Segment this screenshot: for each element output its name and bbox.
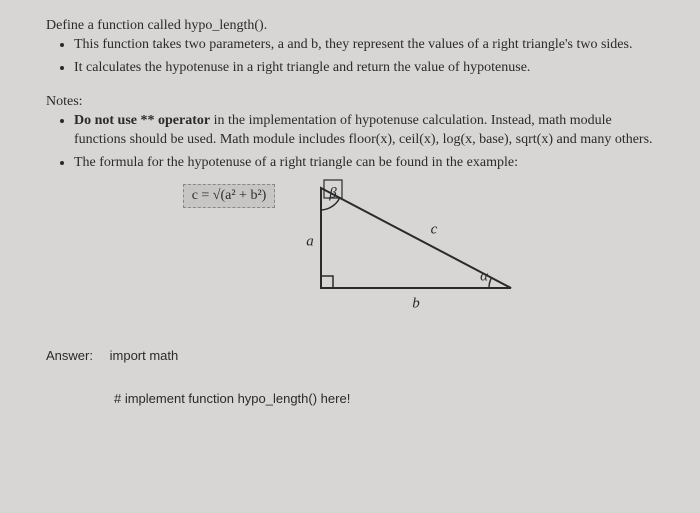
svg-text:a: a [307,234,315,250]
formula-box: c = √(a² + b²) [183,184,276,208]
note-text: The formula for the hypotenuse of a righ… [74,155,518,170]
list-item: It calculates the hypotenuse in a right … [74,59,660,78]
figure-row: c = √(a² + b²) β α a b c [46,178,660,308]
notes-bullet-list: Do not use ** operator in the implementa… [46,112,660,173]
notes-heading: Notes: [46,94,660,110]
svg-text:β: β [329,186,338,202]
answer-code-line-1: import math [110,348,179,363]
answer-row: Answer: import math [46,348,660,363]
svg-text:α: α [480,269,489,285]
list-item: The formula for the hypotenuse of a righ… [74,154,660,173]
triangle-svg: β α a b c [303,178,523,308]
answer-label: Answer: [46,348,106,363]
intro-line: Define a function called hypo_length(). [46,18,660,34]
list-item: Do not use ** operator in the implementa… [74,112,660,150]
triangle-diagram: β α a b c [303,178,523,308]
intro-bullet-list: This function takes two parameters, a an… [46,36,660,78]
list-item: This function takes two parameters, a an… [74,36,660,55]
answer-code-line-2: # implement function hypo_length() here! [114,391,660,406]
svg-text:b: b [413,296,421,309]
svg-text:c: c [431,222,438,238]
bold-text: Do not use ** operator [74,113,210,128]
